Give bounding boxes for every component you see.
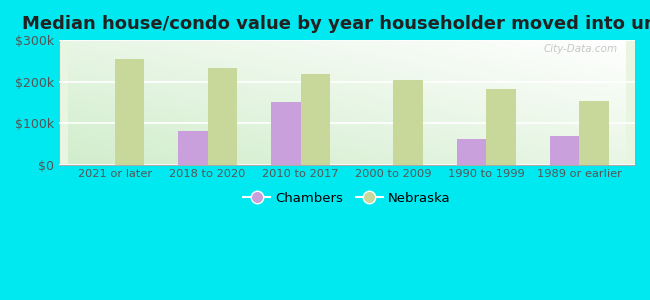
Bar bbox=[393, 80, 423, 165]
Legend: Chambers, Nebraska: Chambers, Nebraska bbox=[238, 187, 456, 210]
Bar bbox=[207, 68, 237, 165]
Bar bbox=[271, 102, 300, 165]
Bar bbox=[300, 74, 330, 165]
Title: Median house/condo value by year householder moved into unit: Median house/condo value by year househo… bbox=[22, 15, 650, 33]
Bar bbox=[178, 131, 207, 165]
Bar bbox=[115, 59, 144, 165]
Bar bbox=[486, 89, 516, 165]
Text: City-Data.com: City-Data.com bbox=[543, 44, 618, 54]
Bar bbox=[456, 139, 486, 165]
Bar bbox=[549, 136, 579, 165]
Bar bbox=[579, 101, 609, 165]
